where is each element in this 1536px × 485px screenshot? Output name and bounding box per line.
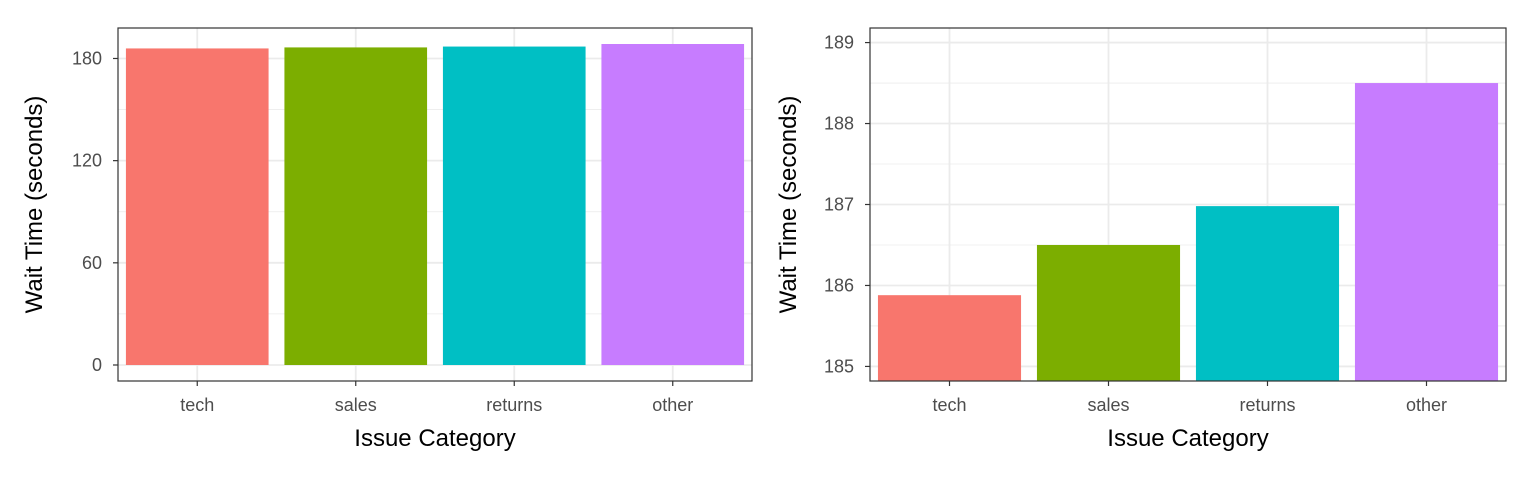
y-tick-label: 60 bbox=[82, 253, 102, 273]
bar-tech bbox=[125, 48, 269, 365]
x-tick-label: tech bbox=[932, 395, 966, 415]
bar-returns bbox=[1195, 206, 1340, 381]
y-tick-label: 187 bbox=[824, 195, 854, 215]
x-tick-label: sales bbox=[1087, 395, 1129, 415]
plot-border bbox=[117, 27, 753, 382]
y-axis-title: Wait Time (seconds) bbox=[775, 96, 802, 314]
y-tick-label: 185 bbox=[824, 356, 854, 376]
y-tick-label: 189 bbox=[824, 33, 854, 53]
x-tick-label: other bbox=[1406, 395, 1447, 415]
panel-2: 185 186 187 188 189 tech sales returns other Issu… bbox=[775, 27, 1507, 452]
x-axis-title: Issue Category bbox=[1107, 425, 1268, 452]
x-axis-title: Issue Category bbox=[354, 425, 515, 452]
y-axis-title: Wait Time (seconds) bbox=[21, 96, 48, 314]
bar-other bbox=[1354, 83, 1499, 381]
bar-sales bbox=[1036, 244, 1181, 381]
x-tick-label: other bbox=[652, 395, 693, 415]
x-tick-label: sales bbox=[335, 395, 377, 415]
bar-tech bbox=[877, 295, 1022, 381]
y-tick-label: 120 bbox=[72, 151, 102, 171]
y-tick-label: 188 bbox=[824, 114, 854, 134]
x-tick-label: returns bbox=[486, 395, 542, 415]
panel-1: 0 60 120 180 tech sales returns other Issue Cate… bbox=[21, 27, 753, 452]
x-tick-label: tech bbox=[180, 395, 214, 415]
bar-other bbox=[601, 44, 745, 365]
y-tick-label: 0 bbox=[92, 355, 102, 375]
bar-returns bbox=[442, 46, 586, 365]
y-tick-label: 180 bbox=[72, 48, 102, 68]
bar-sales bbox=[284, 47, 428, 365]
x-tick-label: returns bbox=[1239, 395, 1295, 415]
y-tick-label: 186 bbox=[824, 275, 854, 295]
